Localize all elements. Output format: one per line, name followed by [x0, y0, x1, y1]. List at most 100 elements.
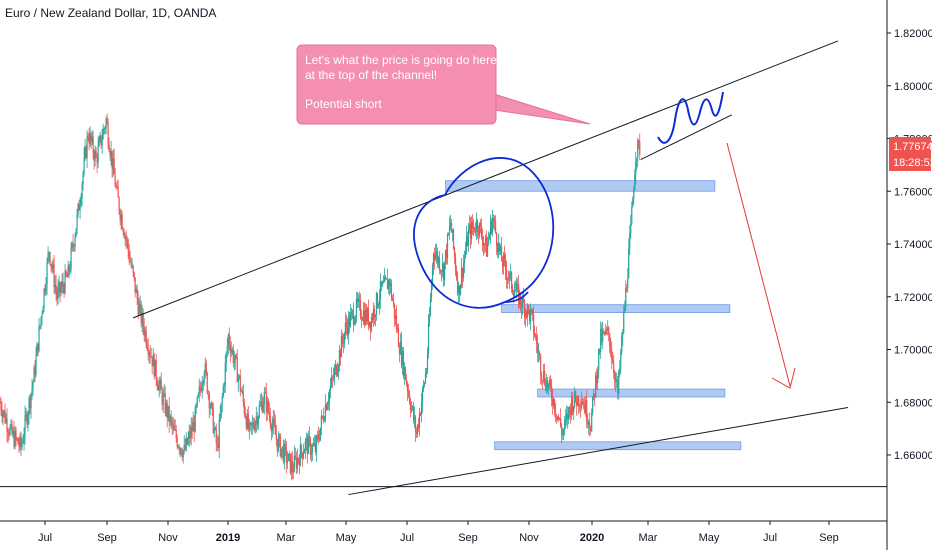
candle [169, 413, 171, 427]
candle [35, 346, 37, 378]
candle [255, 406, 257, 433]
note-callout: Let's what the price is going do here at… [296, 44, 591, 125]
candle [138, 297, 140, 316]
candle [336, 362, 338, 377]
candle [332, 367, 334, 382]
candle [406, 381, 409, 401]
candle [494, 215, 497, 234]
time-tick-label: Mar [639, 532, 658, 544]
candle [335, 363, 337, 378]
candle [185, 432, 187, 453]
candle [371, 312, 374, 324]
candle [37, 343, 39, 357]
candle [385, 277, 388, 280]
candle [191, 417, 193, 439]
candle [297, 457, 299, 465]
candle [612, 351, 614, 364]
candle [534, 325, 536, 339]
price-zone [445, 180, 716, 192]
candle [359, 293, 362, 320]
candle [561, 423, 563, 444]
candle [227, 332, 229, 356]
candle [214, 426, 216, 431]
candle [438, 250, 441, 275]
candle [563, 428, 565, 441]
candle [246, 408, 248, 430]
candle [349, 304, 352, 328]
candle [546, 373, 548, 395]
candle [125, 230, 127, 249]
candle [551, 378, 553, 407]
candle [189, 424, 191, 445]
candle [140, 300, 142, 328]
candle [55, 274, 57, 302]
candle [273, 410, 275, 428]
candle [175, 425, 177, 443]
candle [549, 376, 551, 390]
candle [195, 402, 197, 415]
candle [278, 433, 280, 448]
candle [449, 214, 452, 231]
candle [418, 407, 421, 437]
candle [20, 431, 22, 457]
candle [219, 405, 221, 422]
candle [358, 291, 361, 311]
time-axis[interactable]: Jul Sep Nov 2019 Mar May Jul Sep Nov 2020 Mar May Ju… [38, 521, 839, 544]
candle [496, 242, 499, 258]
candle [568, 406, 570, 425]
candle [482, 236, 485, 256]
candle [445, 243, 448, 265]
candle [153, 352, 155, 380]
candle [46, 257, 48, 295]
candle [93, 149, 95, 170]
candle [91, 130, 93, 145]
candle [311, 442, 313, 461]
candle [132, 264, 134, 278]
candle [427, 313, 430, 359]
candle [574, 387, 576, 409]
candle [501, 256, 504, 274]
candle [476, 218, 479, 239]
price-zones [445, 180, 742, 451]
candle [478, 222, 481, 239]
candle [204, 357, 206, 379]
candle [369, 321, 372, 341]
candle [223, 382, 225, 394]
candle [417, 417, 420, 432]
candle [164, 386, 166, 417]
wave-projection [657, 91, 724, 144]
candle [119, 208, 121, 226]
candle [51, 261, 53, 275]
candle [57, 279, 59, 305]
candle [633, 186, 635, 205]
candle [580, 398, 582, 418]
candle [62, 272, 64, 295]
candle [220, 402, 222, 419]
candle [352, 302, 355, 333]
candle [65, 269, 67, 278]
candle [400, 331, 403, 369]
candle [507, 270, 510, 284]
candle [252, 417, 254, 430]
candle [257, 415, 259, 430]
candle [538, 342, 540, 363]
candle [168, 397, 170, 433]
candle [623, 305, 625, 334]
candle [632, 196, 634, 208]
candle [122, 227, 124, 236]
price-tick-label: 1.82000 [894, 28, 932, 40]
candle [399, 333, 402, 356]
candle [249, 421, 251, 432]
candle [607, 320, 609, 336]
candle [103, 127, 105, 135]
price-axis[interactable]: 1.820001.800001.780001.760001.740001.720… [887, 28, 932, 462]
candle [509, 271, 511, 289]
candle [224, 354, 226, 393]
candle [321, 415, 323, 420]
candle [356, 291, 359, 309]
candle [464, 241, 467, 259]
candle [401, 346, 404, 375]
candle [289, 453, 291, 475]
candle [631, 201, 633, 226]
